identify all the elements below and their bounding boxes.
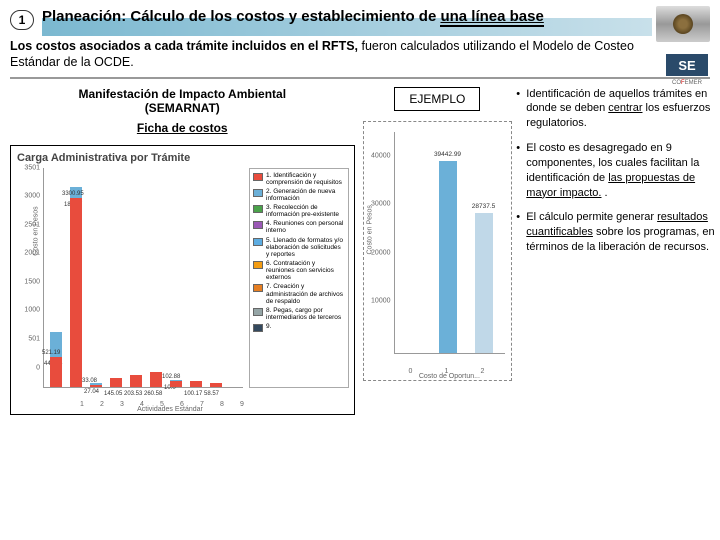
chart1-yaxis: 0501100015002001250130003501 (16, 168, 42, 387)
chart2-xlabel: Costo de Oportun... (394, 373, 506, 380)
page-title: Planeación: Cálculo de los costos y esta… (42, 8, 710, 26)
content-area: Manifestación de Impacto Ambiental (SEMA… (0, 79, 720, 415)
chart1-xlabel: Actividades Estándar (70, 406, 270, 413)
chart1-heading-line1: Manifestación de Impacto Ambiental (10, 87, 355, 101)
ficha-link: Ficha de costos (10, 121, 355, 135)
se-logo: SE (666, 54, 708, 76)
bullet-item: Identificación de aquellos trámites en d… (516, 87, 716, 132)
mid-column: EJEMPLO Costo en Pesos 10000200003000040… (363, 87, 513, 415)
chart1-heading-line2: (SEMARNAT) (10, 101, 355, 115)
title-text-1: Planeación: Cálculo de los costos y esta… (42, 8, 440, 25)
chart1-bars: 441.14521.19186.573300.9527.0433.08145.0… (44, 168, 243, 387)
chart1-legend: 1. Identificación y comprensión de requi… (249, 168, 349, 388)
bullet-item: El costo es desagregado en 9 componentes… (516, 141, 716, 200)
bullets-column: Identificación de aquellos trámites en d… (516, 87, 716, 415)
ejemplo-label: EJEMPLO (394, 87, 480, 111)
coat-of-arms-icon (656, 6, 710, 42)
bullet-list: Identificación de aquellos trámites en d… (516, 87, 716, 255)
left-column: Manifestación de Impacto Ambiental (SEMA… (10, 87, 355, 415)
subhead-bold: Los costos asociados a cada trámite incl… (10, 39, 358, 53)
slide-number-badge: 1 (10, 10, 34, 30)
chart-admin-burden: Carga Administrativa por Trámite Costo e… (10, 145, 355, 415)
header: 1 Planeación: Cálculo de los costos y es… (0, 0, 720, 34)
chart-opportunity-cost: Costo en Pesos 10000200003000040000 3944… (363, 121, 513, 381)
chart1-plot: Costo en Pesos 0501100015002001250130003… (43, 168, 243, 388)
subheading: Los costos asociados a cada trámite incl… (0, 34, 720, 75)
chart2-yaxis: 10000200003000040000 (367, 132, 393, 353)
chart1-heading: Manifestación de Impacto Ambiental (SEMA… (10, 87, 355, 115)
title-text-2: una línea base (440, 8, 543, 27)
bullet-item: El cálculo permite generar resultados cu… (516, 210, 716, 255)
chart2-plot: 10000200003000040000 39442.9928737.5 (394, 132, 506, 354)
cofemer-logo: COFEMER (662, 80, 712, 86)
chart1-title: Carga Administrativa por Trámite (17, 152, 350, 164)
